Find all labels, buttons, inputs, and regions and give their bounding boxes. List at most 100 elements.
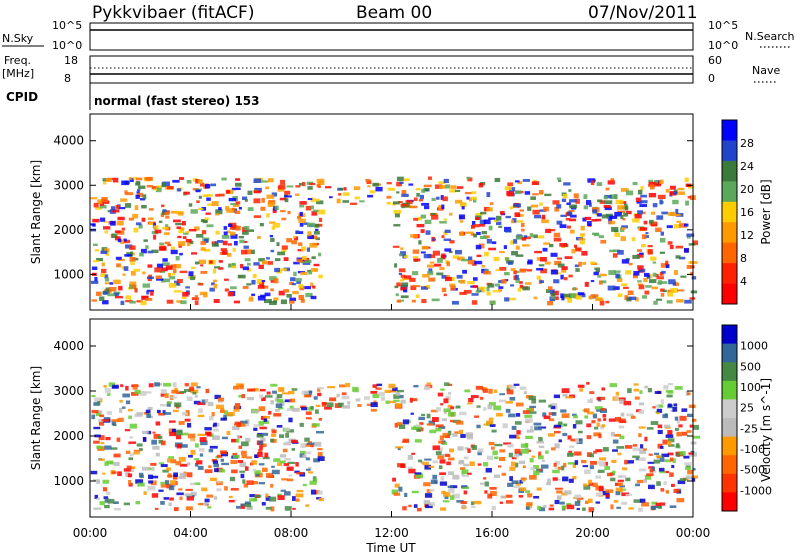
- power-echo-cell: [283, 257, 289, 262]
- vel-echo-cell: [277, 493, 282, 497]
- vel-ytick-label: 4000: [53, 339, 84, 353]
- power-echo-cell: [166, 186, 174, 190]
- vel-echo-cell: [556, 478, 561, 481]
- power-echo-cell: [686, 265, 694, 269]
- vel-echo-cell: [390, 389, 397, 393]
- vel-echo-cell: [220, 450, 227, 455]
- vel-echo-cell: [418, 416, 425, 421]
- power-echo-cell: [204, 184, 211, 189]
- vel-echo-cell: [205, 388, 210, 394]
- power-echo-cell: [483, 219, 491, 225]
- vel-echo-cell: [457, 446, 464, 451]
- power-echo-cell: [318, 217, 323, 223]
- power-echo-cell: [443, 293, 447, 297]
- vel-echo-cell: [198, 503, 204, 506]
- site-title: Pykkvibaer (fitACF): [92, 3, 254, 23]
- vel-echo-cell: [443, 491, 451, 497]
- power-echo-cell: [510, 219, 514, 224]
- vel-echo-cell: [596, 397, 601, 401]
- vel-echo-cell: [94, 494, 99, 499]
- power-echo-cell: [457, 256, 465, 261]
- vel-echo-cell: [583, 485, 591, 490]
- vel-echo-cell: [515, 434, 520, 439]
- vel-echo-cell: [240, 420, 248, 424]
- vel-echo-cell: [104, 504, 110, 509]
- vel-echo-cell: [103, 496, 109, 500]
- vel-echo-cell: [502, 423, 508, 429]
- vel-echo-cell: [119, 399, 123, 403]
- vel-echo-cell: [491, 446, 495, 450]
- power-echo-cell: [401, 193, 409, 197]
- power-echo-cell: [456, 186, 464, 189]
- vel-echo-cell: [188, 454, 193, 458]
- vel-echo-cell: [452, 433, 458, 437]
- vel-echo-cell: [447, 485, 454, 489]
- vel-echo-cell: [375, 387, 382, 390]
- power-echo-cell: [412, 285, 421, 288]
- vel-echo-cell: [452, 493, 460, 499]
- vel-echo-cell: [520, 477, 527, 480]
- vel-echo-cell: [214, 394, 221, 400]
- vel-echo-cell: [511, 425, 517, 430]
- vel-echo-cell: [494, 456, 499, 460]
- vel-echo-cell: [192, 391, 197, 395]
- power-echo-cell: [397, 200, 403, 204]
- power-echo-cell: [295, 231, 304, 235]
- vel-echo-cell: [249, 494, 255, 498]
- power-echo-cell: [122, 273, 126, 276]
- power-echo-cell: [306, 247, 310, 252]
- vel-echo-cell: [135, 479, 144, 484]
- vel-echo-cell: [429, 429, 437, 434]
- power-echo-cell: [617, 293, 623, 298]
- power-echo-cell: [510, 240, 514, 245]
- power-echo-cell: [476, 254, 482, 258]
- power-echo-cell: [610, 178, 615, 181]
- vel-echo-cell: [548, 507, 555, 511]
- power-echo-cell: [455, 249, 462, 255]
- vel-echo-cell: [580, 459, 587, 464]
- vel-echo-cell: [482, 388, 488, 393]
- vel-echo-cell: [238, 445, 243, 449]
- power-echo-cell: [242, 196, 248, 200]
- vel-echo-cell: [503, 442, 511, 445]
- power-echo-cell: [280, 299, 288, 305]
- power-echo-cell: [653, 180, 658, 184]
- vel-echo-cell: [667, 403, 672, 408]
- vel-echo-cell: [420, 461, 424, 465]
- vel-echo-cell: [460, 460, 464, 463]
- vel-echo-cell: [104, 461, 109, 466]
- vel-echo-cell: [546, 482, 551, 486]
- vel-echo-cell: [559, 501, 565, 505]
- power-echo-cell: [611, 226, 619, 232]
- power-echo-cell: [441, 287, 447, 293]
- power-echo-cell: [486, 238, 492, 244]
- vel-echo-cell: [99, 414, 105, 418]
- power-colorbar-swatch: [722, 263, 737, 285]
- vel-echo-cell: [103, 384, 107, 388]
- vel-echo-cell: [246, 456, 253, 459]
- vel-echo-cell: [169, 396, 178, 399]
- power-echo-cell: [311, 211, 318, 216]
- vel-echo-cell: [586, 452, 592, 457]
- vel-echo-cell: [372, 384, 377, 388]
- power-echo-cell: [145, 245, 149, 249]
- power-echo-cell: [515, 245, 520, 250]
- cpid-text: normal (fast stereo) 153: [94, 94, 260, 108]
- vel-echo-cell: [296, 471, 304, 475]
- power-echo-cell: [405, 200, 413, 205]
- vel-echo-cell: [176, 443, 182, 449]
- power-echo-cell: [599, 273, 607, 277]
- power-echo-cell: [367, 185, 371, 188]
- power-echo-cell: [298, 242, 303, 246]
- vel-echo-cell: [660, 445, 664, 449]
- vel-echo-cell: [101, 419, 110, 422]
- power-echo-cell: [613, 286, 620, 290]
- power-echo-cell: [253, 262, 260, 266]
- vel-echo-cell: [688, 404, 696, 409]
- vel-echo-cell: [621, 492, 630, 497]
- vel-echo-cell: [602, 447, 609, 452]
- vel-echo-cell: [347, 401, 351, 405]
- power-echo-cell: [581, 250, 588, 256]
